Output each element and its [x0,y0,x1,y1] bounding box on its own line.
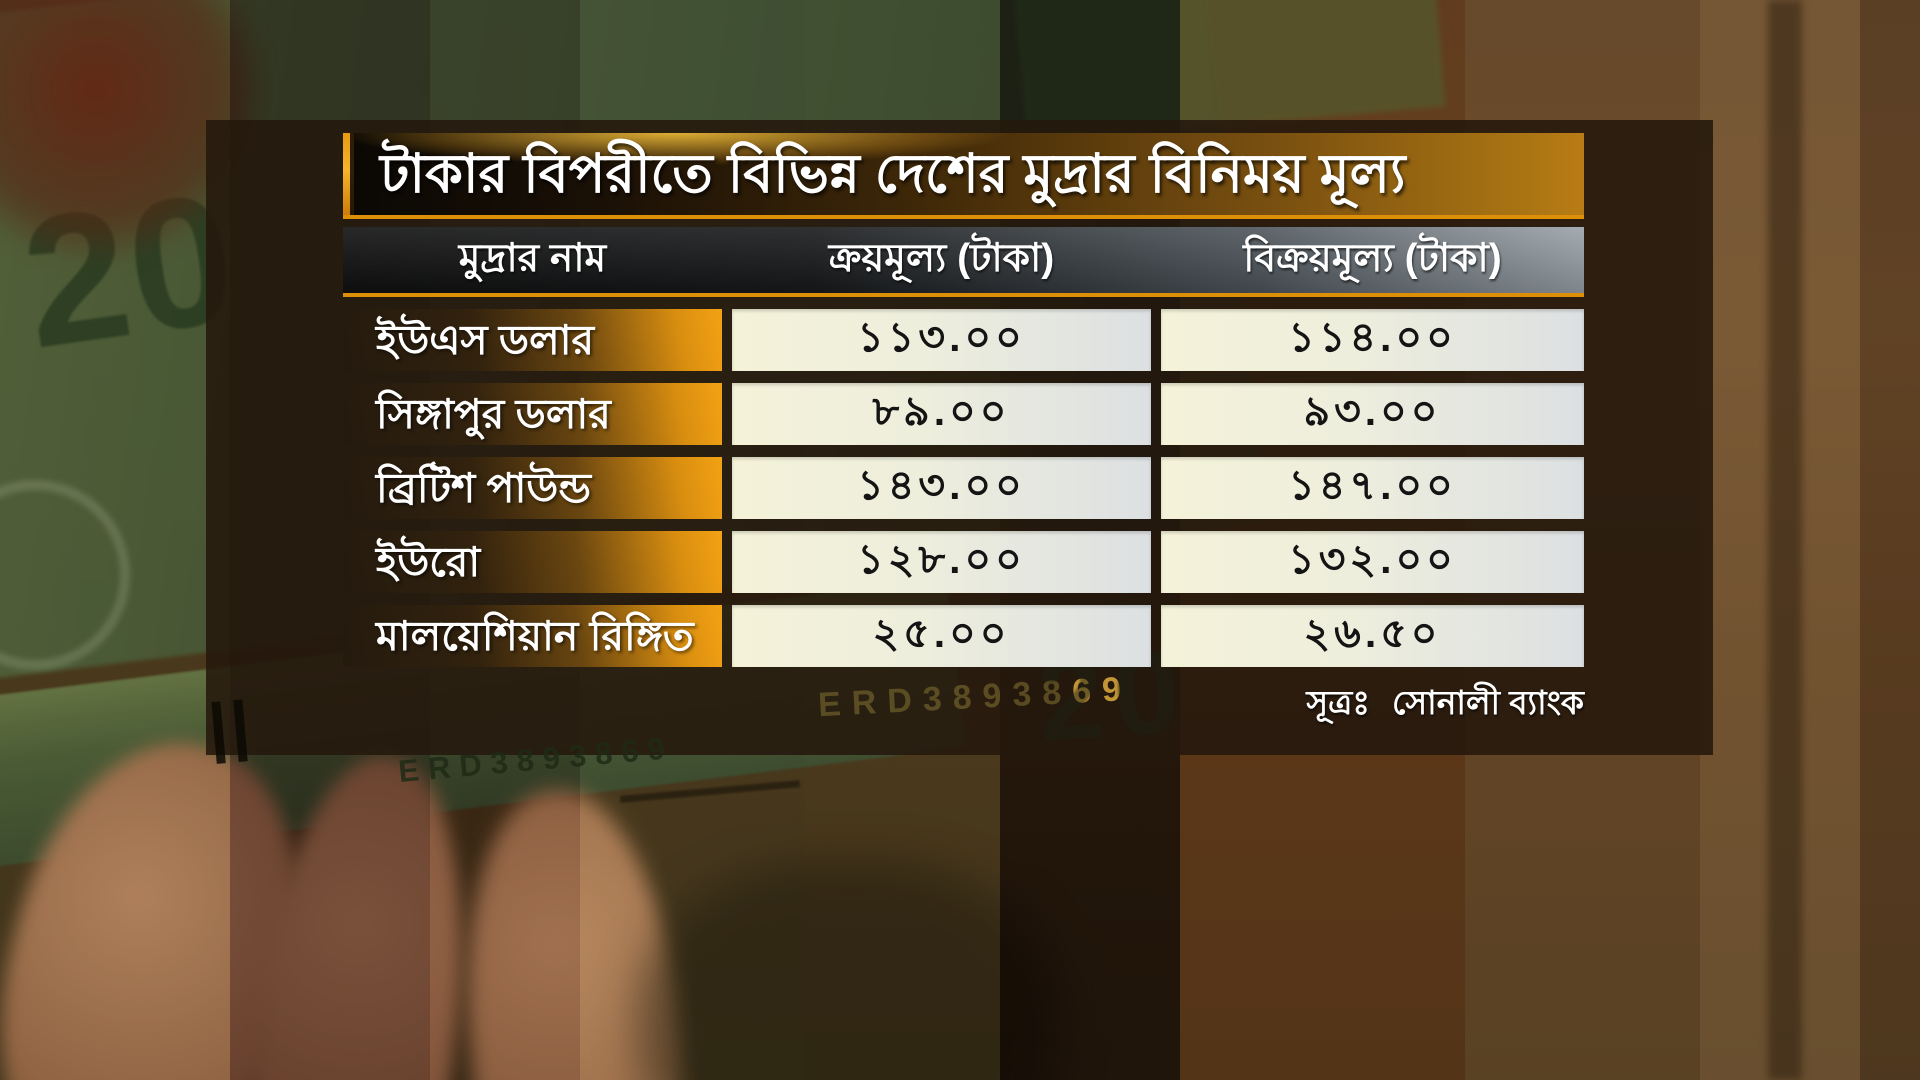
source-value: সোনালী ব্যাংক [1391,684,1584,721]
door-frame-edge [1768,0,1802,1080]
sell-price-cell: ২৬.৫০ [1161,605,1584,667]
table-row: মালয়েশিয়ান রিঙ্গিত ২৫.০০ ২৬.৫০ [343,605,1584,667]
sell-price-cell: ১৩২.০০ [1161,531,1584,593]
table-row: সিঙ্গাপুর ডলার ৮৯.০০ ৯৩.০০ [343,383,1584,445]
table-row: ইউএস ডলার ১১৩.০০ ১১৪.০০ [343,309,1584,371]
source-attribution: সূত্রঃ সোনালী ব্যাংক [343,679,1584,731]
currency-name-cell: মালয়েশিয়ান রিঙ্গিত [343,605,722,667]
header-currency-name: মুদ্রার নাম [458,236,607,280]
title-bar: টাকার বিপরীতে বিভিন্ন দেশের মুদ্রার বিনি… [343,133,1584,219]
table-row: ব্রিটিশ পাউন্ড ১৪৩.০০ ১৪৭.০০ [343,457,1584,519]
currency-name-cell: ইউরো [343,531,722,593]
title-accent-bar [343,133,354,215]
table-header-row: মুদ্রার নাম ক্রয়মূল্য (টাকা) বিক্রয়মূল… [343,227,1584,297]
header-sell-price: বিক্রয়মূল্য (টাকা) [1243,236,1502,280]
banknote-watermark-swirl [0,480,130,670]
buy-price-cell: ১৪৩.০০ [732,457,1151,519]
sell-price-cell: ১৪৭.০০ [1161,457,1584,519]
exchange-rate-table: টাকার বিপরীতে বিভিন্ন দেশের মুদ্রার বিনি… [343,133,1584,731]
currency-name-cell: সিঙ্গাপুর ডলার [343,383,722,445]
source-label: সূত্রঃ [1306,684,1370,721]
page-title: টাকার বিপরীতে বিভিন্ন দেশের মুদ্রার বিনি… [380,144,1406,204]
sell-price-cell: ৯৩.০০ [1161,383,1584,445]
currency-name-cell: ইউএস ডলার [343,309,722,371]
table-row: ইউরো ১২৮.০০ ১৩২.০০ [343,531,1584,593]
currency-name-cell: ব্রিটিশ পাউন্ড [343,457,722,519]
buy-price-cell: ১২৮.০০ [732,531,1151,593]
sell-price-cell: ১১৪.০০ [1161,309,1584,371]
hand-shadow [640,860,1060,1080]
header-buy-price: ক্রয়মূল্য (টাকা) [828,236,1055,280]
buy-price-cell: ১১৩.০০ [732,309,1151,371]
buy-price-cell: ৮৯.০০ [732,383,1151,445]
buy-price-cell: ২৫.০০ [732,605,1151,667]
